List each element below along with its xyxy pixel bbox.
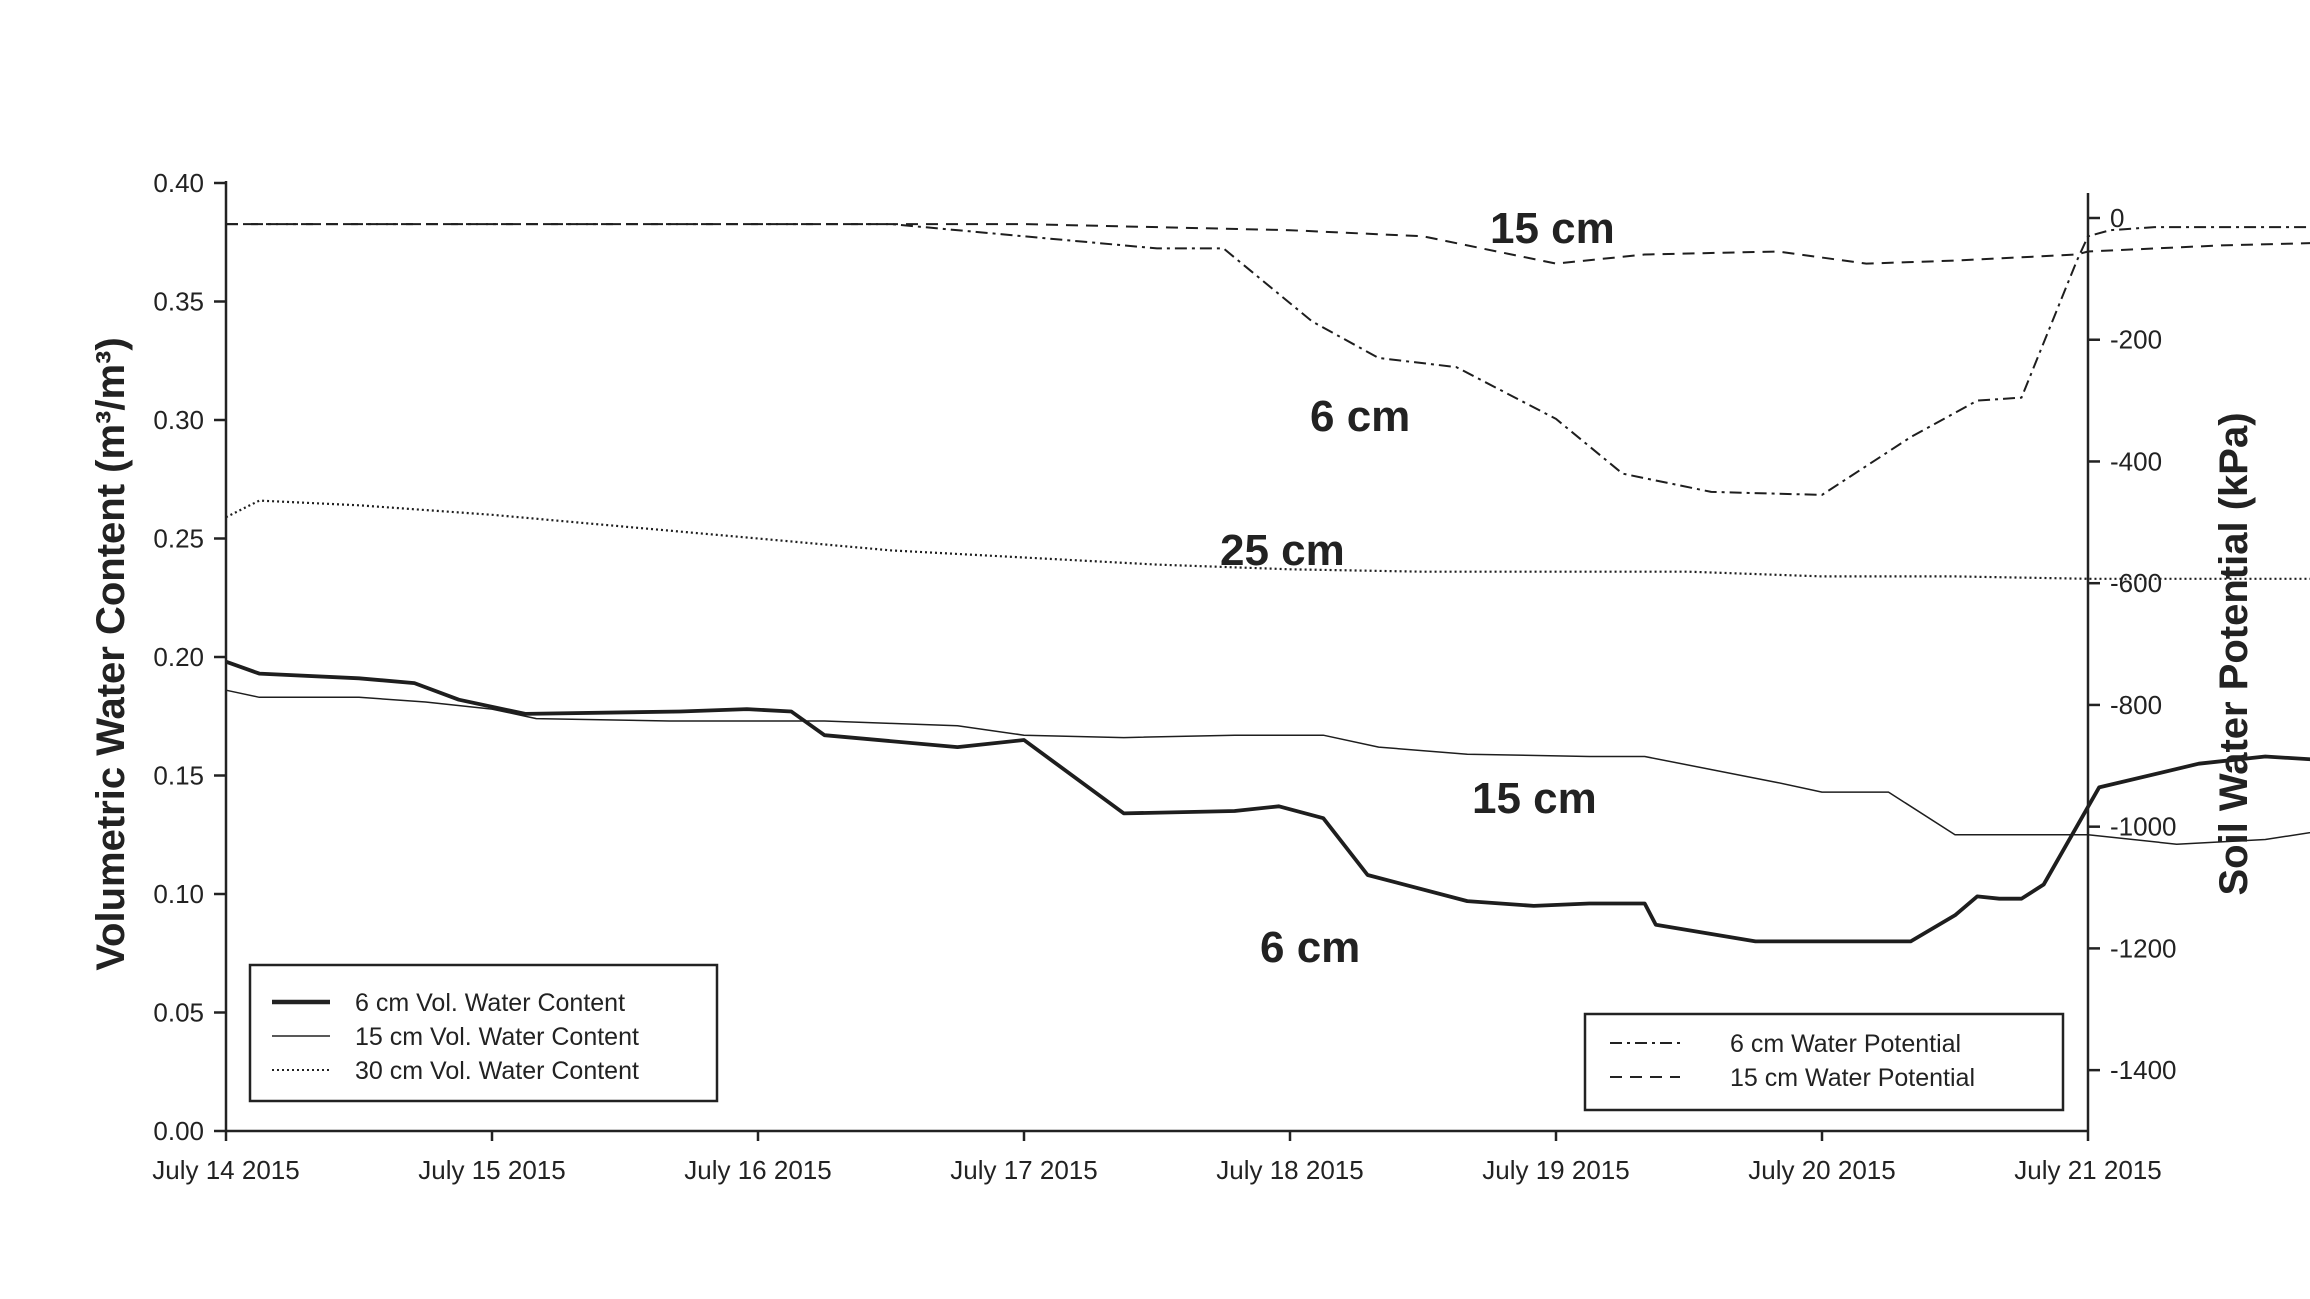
left-y-tick-label: 0.15 [153,761,204,791]
legend-right: 6 cm Water Potential 15 cm Water Potenti… [1583,1012,2065,1112]
x-tick-label: July 18 2015 [1216,1155,1363,1185]
series-line-15-cm-vol-water-content [225,689,2310,845]
right-y-tick-label: -1000 [2110,812,2177,842]
legend-label-6cm-potential: 6 cm Water Potential [1730,1030,1961,1058]
legend-label-6cm-content: 6 cm Vol. Water Content [355,989,625,1017]
series-line-6-cm-water-potential [226,223,2310,496]
left-y-tick-label: 0.10 [153,879,204,909]
x-tick-label: July 16 2015 [684,1155,831,1185]
right-y-tick-label: -200 [2110,325,2162,355]
annotation-6cm-potential: 6 cm [1310,392,1410,441]
x-tick-label: July 20 2015 [1748,1155,1895,1185]
right-y-axis-ticks: 0 -200 -400 -600 -800 -1000 -1200 -1400 [2088,203,2177,1085]
left-y-tick-label: 0.05 [153,998,204,1028]
x-tick-label: July 19 2015 [1482,1155,1629,1185]
x-axis-ticks: July 14 2015 July 15 2015 July 16 2015 July… [152,1131,2162,1185]
legend-right-box [1583,1012,2065,1112]
x-tick-label: July 17 2015 [950,1155,1097,1185]
left-y-tick-label: 0.35 [153,287,204,317]
left-y-axis-ticks: 0.00 0.05 0.10 0.15 0.20 0.25 0.30 0.35 0.40 [153,168,226,1146]
right-y-tick-label: -400 [2110,446,2162,476]
annotation-15cm-content: 15 cm [1472,774,1597,823]
left-y-tick-label: 0.30 [153,405,204,435]
legend-label-30cm-content: 30 cm Vol. Water Content [355,1057,639,1085]
x-tick-label: July 21 2015 [2014,1155,2161,1185]
left-y-tick-label: 0.00 [153,1116,204,1146]
legend-left: 6 cm Vol. Water Content 15 cm Vol. Water… [248,963,719,1103]
left-y-tick-label: 0.40 [153,168,204,198]
x-tick-label: July 15 2015 [418,1155,565,1185]
plot-lines [225,223,2310,944]
right-y-tick-label: -1400 [2110,1055,2177,1085]
left-y-tick-label: 0.25 [153,524,204,554]
right-y-tick-label: 0 [2110,203,2124,233]
annotation-25cm-content: 25 cm [1220,526,1345,575]
legend-left-box [248,963,719,1103]
series-line-6-cm-vol-water-content [225,659,2310,944]
x-tick-label: July 14 2015 [152,1155,299,1185]
left-y-axis-title: Volumetric Water Content (m³/m³) [89,337,133,970]
left-y-tick-label: 0.20 [153,642,204,672]
right-y-tick-label: -1200 [2110,933,2177,963]
annotation-6cm-content: 6 cm [1260,923,1360,972]
right-y-tick-label: -800 [2110,690,2162,720]
annotation-15cm-potential: 15 cm [1490,204,1615,253]
legend-label-15cm-content: 15 cm Vol. Water Content [355,1023,639,1051]
right-y-tick-label: -600 [2110,568,2162,598]
legend-label-15cm-potential: 15 cm Water Potential [1730,1064,1975,1092]
series-line-15-cm-water-potential [226,223,2310,265]
right-y-axis-title: Soil Water Potential (kPa) [2212,412,2256,895]
